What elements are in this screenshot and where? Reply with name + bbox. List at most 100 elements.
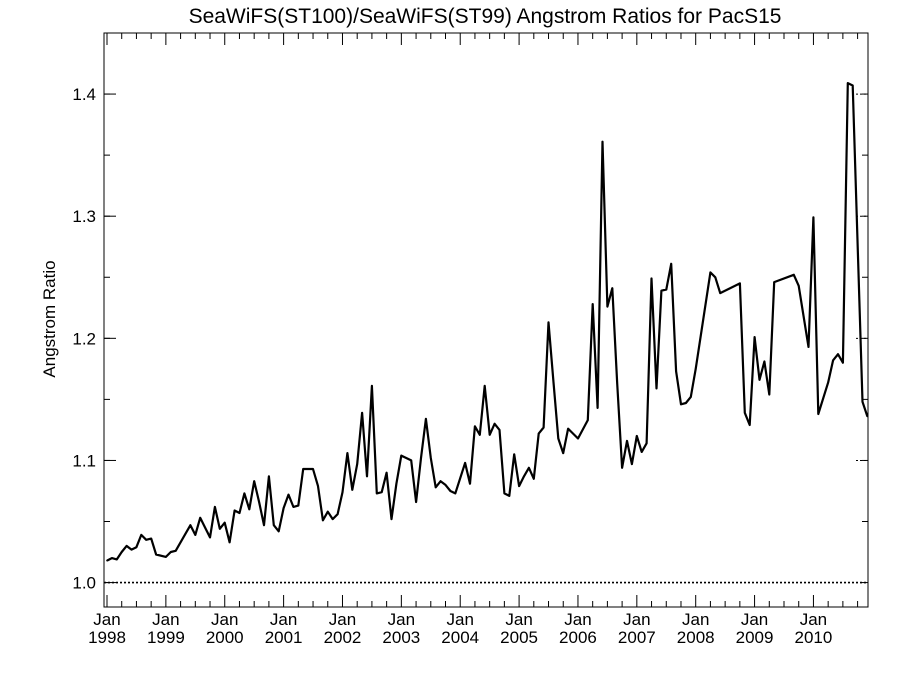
data-point — [533, 477, 535, 480]
data-point — [817, 413, 820, 415]
data-point — [837, 353, 839, 355]
x-tick-year: 2010 — [795, 628, 833, 647]
plot-frame — [103, 32, 869, 608]
x-tick-year: 2007 — [618, 628, 656, 647]
data-point — [145, 539, 148, 541]
data-point — [351, 488, 354, 491]
data-point — [268, 475, 270, 478]
data-point — [739, 282, 741, 285]
x-tick-month: Jan — [564, 610, 591, 629]
data-point — [297, 504, 300, 507]
data-point — [660, 289, 663, 292]
data-point — [542, 426, 545, 429]
data-point — [469, 482, 471, 485]
y-tick-label: 1.3 — [72, 207, 96, 226]
x-tick-labels: Jan1998Jan1999Jan2000Jan2001Jan2002Jan20… — [88, 610, 832, 647]
data-point — [395, 482, 398, 485]
data-point — [670, 263, 672, 265]
data-point — [631, 463, 633, 465]
data-point — [366, 475, 368, 478]
data-point — [851, 84, 854, 87]
data-point — [675, 370, 677, 373]
data-point — [116, 558, 118, 561]
data-point — [248, 508, 251, 511]
data-point — [120, 551, 123, 553]
data-point — [586, 419, 589, 421]
chart-title: SeaWiFS(ST100)/SeaWiFS(ST99) Angstrom Ra… — [189, 5, 782, 28]
data-point — [812, 216, 815, 219]
x-tick-year: 2002 — [324, 628, 362, 647]
data-point — [219, 528, 221, 530]
x-tick-year: 2001 — [265, 628, 303, 647]
data-point — [346, 452, 349, 454]
data-point — [547, 321, 550, 324]
data-point — [807, 346, 810, 348]
x-tick-month: Jan — [741, 610, 768, 629]
data-point — [596, 407, 599, 409]
data-point — [434, 486, 437, 489]
data-point — [380, 491, 383, 494]
data-point — [513, 453, 515, 456]
data-point — [508, 495, 511, 497]
x-tick-year: 2004 — [441, 628, 479, 647]
data-point — [233, 509, 236, 512]
data-point — [557, 437, 560, 440]
data-point — [331, 518, 334, 520]
data-point — [228, 541, 231, 544]
x-tick-year: 2006 — [559, 628, 597, 647]
data-point — [758, 379, 761, 381]
data-point — [204, 526, 206, 529]
data-point — [694, 368, 697, 370]
data-point — [714, 276, 717, 279]
axis-ticks — [104, 33, 868, 607]
data-point — [312, 468, 314, 470]
data-point — [425, 418, 427, 420]
data-point — [537, 432, 540, 435]
data-point — [866, 415, 869, 418]
data-point — [479, 434, 481, 436]
data-point — [861, 401, 864, 403]
data-point — [194, 534, 197, 536]
data-point — [385, 471, 388, 474]
data-point — [680, 403, 682, 406]
data-point — [650, 277, 653, 280]
data-point — [356, 463, 358, 465]
data-point — [616, 382, 619, 385]
data-point — [400, 454, 403, 457]
data-point — [258, 501, 260, 503]
data-point — [454, 492, 457, 495]
x-tick-month: Jan — [152, 610, 179, 629]
data-point — [439, 480, 442, 483]
data-point — [272, 524, 275, 526]
data-point — [390, 518, 393, 520]
x-tick-month: Jan — [682, 610, 709, 629]
x-tick-year: 2008 — [677, 628, 715, 647]
data-point — [483, 385, 486, 387]
data-point — [523, 475, 525, 478]
data-point — [645, 442, 648, 445]
series-layer — [106, 81, 869, 562]
data-point — [591, 303, 594, 305]
data-point — [621, 466, 623, 469]
data-point — [155, 553, 157, 556]
data-point — [842, 361, 844, 364]
data-point — [464, 462, 466, 464]
data-point — [209, 536, 211, 539]
data-point — [753, 336, 756, 338]
x-tick-year: 2003 — [382, 628, 420, 647]
data-point — [307, 468, 309, 470]
data-point — [165, 556, 167, 558]
data-point — [763, 360, 766, 363]
data-point — [130, 548, 133, 551]
x-tick-year: 2000 — [206, 628, 244, 647]
data-point — [488, 434, 491, 436]
x-tick-year: 1999 — [147, 628, 185, 647]
data-point — [827, 381, 829, 384]
data-point — [106, 559, 108, 562]
data-point — [743, 412, 746, 414]
x-tick-month: Jan — [93, 610, 120, 629]
data-point — [601, 140, 604, 143]
data-point — [493, 423, 496, 425]
data-point — [773, 281, 775, 283]
data-point — [415, 501, 417, 503]
